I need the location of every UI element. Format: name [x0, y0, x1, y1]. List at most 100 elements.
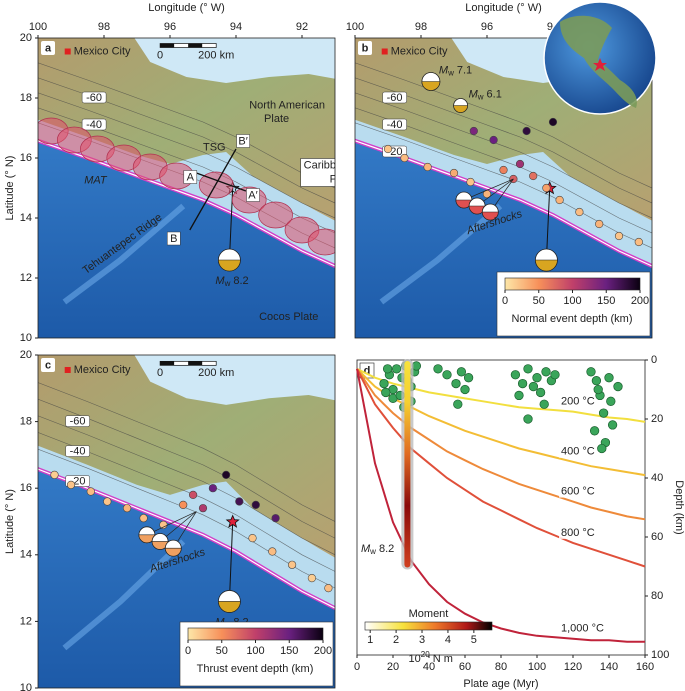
colorbar-tick-label: 2	[393, 634, 399, 646]
magnitude-label-part: w	[477, 93, 484, 102]
isotherm-label-bg	[559, 395, 603, 408]
event	[198, 504, 208, 513]
y-tick-label: 12	[20, 615, 32, 627]
isotherm-label: 800 °C	[561, 527, 595, 539]
colorbar-tick-label: 200	[631, 295, 649, 307]
y-tick-label: 10	[20, 682, 32, 691]
event	[575, 207, 584, 217]
earthquake	[539, 399, 549, 409]
isotherm-label-bg	[559, 485, 603, 498]
profile-label: B′	[238, 135, 247, 147]
plate-label: Plate	[264, 113, 289, 125]
x-tick-label: 140	[600, 661, 618, 673]
focal-mechanism-quadrant	[453, 105, 468, 113]
event	[595, 219, 604, 229]
event	[489, 135, 498, 145]
x-tick-label: 98	[415, 21, 427, 33]
earthquake	[514, 390, 524, 401]
isotherm-label-bg	[559, 526, 603, 539]
x-tick-label: 120	[564, 661, 582, 673]
y-tick-label: 10	[20, 332, 32, 344]
event	[555, 195, 564, 205]
contour-label-box	[65, 445, 90, 457]
event	[235, 497, 244, 506]
profile-label-box	[236, 134, 250, 148]
contour-label: -60	[387, 92, 403, 104]
profile-label-box	[183, 170, 198, 184]
x-tick-label: 0	[354, 661, 360, 673]
magnitude-label-part: 8.2	[233, 275, 248, 287]
event	[189, 490, 198, 499]
isotherm-label-bg	[559, 445, 603, 458]
colorbar-tick-label: 50	[216, 645, 228, 657]
isotherm-label: 400 °C	[561, 446, 595, 458]
earthquake	[433, 364, 443, 374]
earthquake	[456, 367, 467, 377]
y-tick-label: 16	[20, 152, 32, 164]
magnitude-label-part: 7.1	[457, 64, 472, 76]
scale-bar-segment	[160, 361, 175, 366]
y-tick-label: 14	[20, 549, 32, 561]
magnitude-label-part: M	[215, 275, 225, 287]
earthquake	[550, 370, 560, 380]
event	[548, 117, 558, 127]
scale-bar-segment	[188, 43, 203, 48]
y-tick-label: 18	[20, 92, 32, 104]
event	[268, 547, 277, 556]
slab-contour	[355, 77, 652, 204]
city-label: Mexico City	[74, 364, 131, 376]
focal-mechanism-quadrant	[164, 547, 182, 557]
event	[469, 126, 478, 136]
event	[271, 514, 280, 523]
y-tick-label: 12	[20, 272, 32, 284]
colorbar-tick-label: 200	[314, 645, 332, 657]
x-axis-label: Plate age (Myr)	[463, 678, 538, 690]
event	[122, 504, 132, 513]
colorbar-unit-part: 20	[421, 650, 430, 659]
magnitude-label: Mw 6.1	[469, 88, 502, 101]
event	[222, 470, 231, 479]
city-marker	[64, 48, 71, 55]
earthquake	[391, 364, 402, 374]
panel-letter-box	[41, 358, 55, 372]
colorbar-tick-label: 3	[419, 634, 425, 646]
scale-label: 0	[157, 367, 163, 379]
event	[288, 560, 297, 569]
profile-line	[196, 172, 247, 192]
event	[466, 177, 475, 187]
earthquake	[460, 384, 470, 395]
y-tick-label: 0	[651, 354, 657, 366]
slab-contour	[355, 92, 652, 219]
y-tick-label: 80	[651, 590, 663, 602]
contour-label: -60	[86, 92, 102, 104]
event	[614, 231, 624, 241]
contour-label-box	[65, 415, 90, 427]
colorbar-title: Moment	[409, 608, 449, 620]
earthquake	[528, 381, 539, 392]
ridge	[62, 203, 186, 305]
y-tick-label: 20	[20, 32, 32, 44]
earthquake	[593, 384, 603, 395]
trench-line	[355, 140, 652, 267]
map-frame	[354, 37, 653, 339]
trench-label: MAT	[84, 174, 108, 186]
x-tick-label: 20	[387, 661, 399, 673]
colorbar-tick-label: 0	[502, 295, 508, 307]
mainshock-label: Mw 8.2	[361, 543, 394, 556]
profile-line	[189, 148, 237, 231]
contour-label: -40	[70, 445, 86, 457]
scale-label: 200 km	[198, 367, 234, 379]
event	[307, 574, 317, 583]
contour-label-box	[382, 118, 407, 131]
earthquake	[510, 370, 521, 380]
x-tick-label: 98	[98, 21, 110, 33]
plate-label: North American	[249, 99, 325, 111]
focal-mechanism-quadrant	[535, 259, 558, 272]
slab-contour	[38, 398, 335, 539]
earthquake	[589, 426, 600, 436]
x-axis-label: Longitude (° W)	[465, 2, 542, 14]
moment-profile	[404, 361, 411, 568]
y-tick-label: 18	[20, 416, 32, 428]
x-tick-label: 80	[495, 661, 507, 673]
